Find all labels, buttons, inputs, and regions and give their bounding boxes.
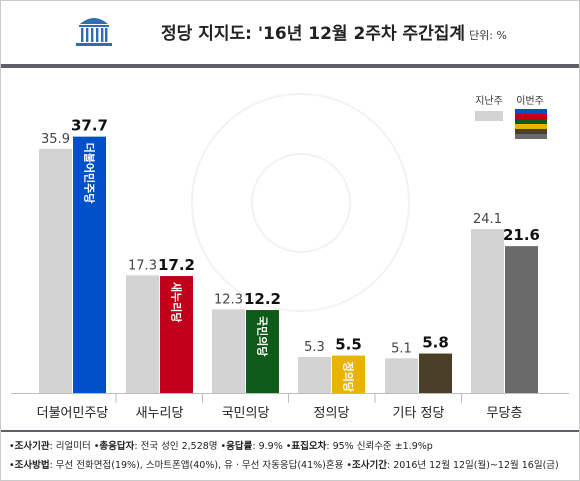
footnote-text: : 무선 전화면접(19%), 스마트폰앱(40%), 유 · 무선 자동응답(… [49, 460, 347, 471]
data-label-this-week: 12.2 [244, 290, 281, 308]
bar-party-text: 새누리당 [170, 282, 184, 322]
x-tick-label: 정의당 [314, 406, 350, 421]
data-label-this-week: 21.6 [503, 226, 540, 244]
bar-prev-week [126, 275, 159, 393]
data-label-prev-week: 24.1 [473, 212, 502, 227]
footnote-label: 조사방법 [14, 460, 50, 471]
data-label-this-week: 5.5 [335, 336, 362, 354]
bar-this-week [160, 276, 193, 393]
bar-party-text: 더불어민주당 [83, 143, 97, 204]
footnote-label: 조사기관 [14, 441, 50, 452]
data-label-this-week: 5.8 [422, 334, 449, 352]
footnote-line-2: •조사방법: 무선 전화면접(19%), 스마트폰앱(40%), 유 · 무선 … [9, 456, 559, 475]
bar-prev-week [39, 148, 72, 393]
footer-rule [1, 430, 579, 432]
data-label-prev-week: 12.3 [214, 292, 243, 307]
footnote-bullet: • [285, 441, 292, 452]
bar-prev-week [471, 229, 504, 393]
x-tick-label: 기타 정당 [393, 406, 445, 421]
footnote-bullet: • [9, 441, 15, 452]
legend-curr-swatch [515, 109, 547, 114]
data-label-this-week: 17.2 [158, 256, 195, 274]
bar-this-week [332, 355, 365, 393]
bar-this-week [73, 136, 106, 393]
chart-title: 정당 지지도: '16년 12월 2주차 주간집계 단위: % [161, 19, 507, 44]
chart-title-text: 정당 지지도: '16년 12월 2주차 주간집계 [161, 24, 466, 44]
legend-curr-swatch [515, 124, 547, 129]
footnote-text: : 전국 성인 2,528명 [134, 441, 221, 452]
survey-footnote: •조사기관: 리얼미터 •총응답자: 전국 성인 2,528명 •응답률: 9.… [9, 437, 559, 475]
chart-header: 정당 지지도: '16년 12월 2주차 주간집계 단위: % [1, 1, 579, 68]
legend-prev-swatch [475, 111, 503, 121]
footnote-bullet: • [346, 460, 352, 471]
bar-prev-week [298, 356, 331, 393]
legend-curr-swatch [515, 114, 547, 119]
footnote-bullet: • [9, 460, 15, 471]
bar-prev-week [385, 358, 418, 393]
footnote-bullet: • [93, 441, 100, 452]
x-tick-label: 새누리당 [136, 406, 184, 421]
footnote-line-1: •조사기관: 리얼미터 •총응답자: 전국 성인 2,528명 •응답률: 9.… [9, 437, 559, 456]
legend-curr-swatch [515, 134, 547, 139]
bar-party-text: 정의당 [342, 362, 356, 392]
footnote-label: 총응답자 [99, 441, 135, 452]
footnote-text: : 9.9% [252, 441, 286, 452]
bar-party-text: 국민의당 [256, 316, 270, 356]
legend-curr-swatch [515, 119, 547, 124]
legend-curr-label: 이번주 [516, 95, 544, 107]
seal-watermark [191, 93, 410, 312]
footnote-text: : 리얼미터 [49, 441, 94, 452]
legend-curr-swatch [515, 129, 547, 134]
footnote-bullet: • [220, 441, 227, 452]
footnote-label: 표집오차 [291, 441, 327, 452]
header-rule [1, 64, 579, 68]
x-tick-label: 무당층 [487, 406, 523, 421]
footnote-label: 조사기간 [352, 460, 387, 471]
footnote-text: : 2016년 12월 12일(월)~12월 16일(금) [386, 460, 559, 471]
bar-prev-week [212, 309, 245, 393]
footnote-label: 응답률 [226, 441, 253, 452]
data-label-prev-week: 35.9 [41, 132, 70, 147]
data-label-prev-week: 5.3 [304, 340, 325, 355]
national-assembly-logo-icon [76, 18, 112, 46]
footnote-text: : 95% 신뢰수준 ±1.9%p [326, 441, 433, 452]
legend-prev-label: 지난주 [475, 95, 503, 107]
data-label-prev-week: 17.3 [128, 258, 157, 273]
bar-this-week [505, 246, 538, 393]
data-label-this-week: 37.7 [71, 117, 108, 135]
unit-label: 단위: % [469, 29, 507, 42]
bar-this-week [419, 353, 452, 393]
x-tick-label: 더불어민주당 [37, 406, 109, 421]
data-label-prev-week: 5.1 [391, 341, 412, 356]
bar-this-week [246, 310, 279, 393]
x-tick-label: 국민의당 [222, 406, 270, 421]
